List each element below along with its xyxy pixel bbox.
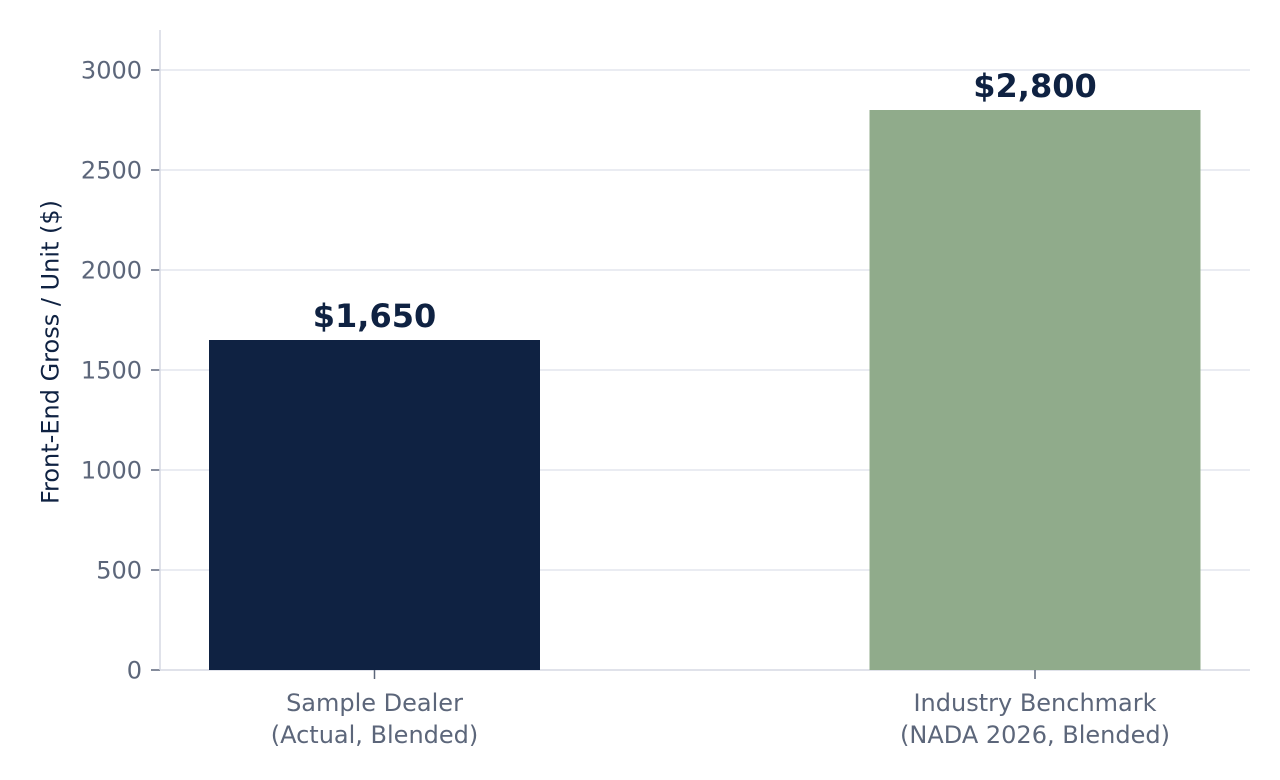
bar-value-label: $1,650 [313,297,436,335]
bar-value-label: $2,800 [973,67,1096,105]
y-tick-label: 1000 [81,457,142,485]
x-tick-label-line: (NADA 2026, Blended) [900,721,1170,749]
axis-layer: 0 500 1000 1500 2000 2500 3000 Sample Dealer (Ac… [81,30,1250,749]
x-tick-label-line: Sample Dealer [286,689,463,717]
y-tick-label: 1500 [81,357,142,385]
x-tick-label-line: (Actual, Blended) [271,721,479,749]
y-axis-title: Front-End Gross / Unit ($) [36,200,64,504]
bar-layer [209,110,1201,670]
y-tick-label: 500 [96,557,142,585]
label-layer: $1,650 $2,800 [313,67,1097,335]
bar [209,340,540,670]
x-tick-label: Industry Benchmark (NADA 2026, Blended) [900,689,1170,749]
bar [869,110,1201,670]
x-tick-label-line: Industry Benchmark [913,689,1156,717]
y-tick-label: 3000 [81,57,142,85]
x-tick-label: Sample Dealer (Actual, Blended) [271,689,479,749]
y-tick-label: 2000 [81,257,142,285]
y-tick-label: 0 [127,657,142,685]
y-tick-label: 2500 [81,157,142,185]
